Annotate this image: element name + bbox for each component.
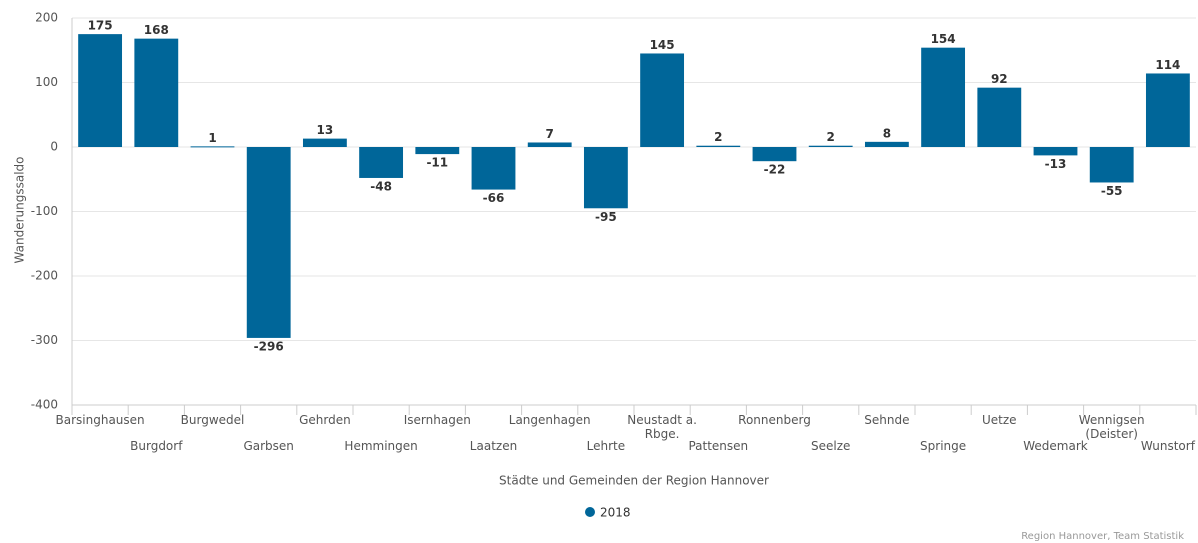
bar bbox=[1145, 73, 1190, 147]
x-tick-label: Barsinghausen bbox=[55, 413, 145, 427]
data-label: 92 bbox=[991, 72, 1008, 86]
x-tick-label: Burgdorf bbox=[130, 439, 183, 453]
bar bbox=[752, 147, 797, 162]
bar bbox=[977, 87, 1022, 147]
y-tick-label: -300 bbox=[31, 333, 58, 347]
legend-marker bbox=[585, 507, 595, 517]
y-tick-label: -100 bbox=[31, 204, 58, 218]
data-label: -13 bbox=[1045, 157, 1067, 171]
x-tick-label: Lehrte bbox=[586, 439, 626, 453]
bar bbox=[415, 147, 460, 155]
x-tick-label: Hemmingen bbox=[344, 439, 418, 453]
data-label: 154 bbox=[931, 32, 956, 46]
data-label: 175 bbox=[88, 19, 113, 33]
bar bbox=[864, 141, 909, 147]
data-label: -296 bbox=[254, 339, 284, 353]
bar bbox=[1033, 147, 1078, 156]
x-tick-label: Garbsen bbox=[243, 439, 294, 453]
bar bbox=[921, 47, 966, 147]
data-label: 8 bbox=[883, 126, 891, 140]
bar bbox=[78, 34, 123, 147]
y-tick-label: 200 bbox=[35, 11, 58, 25]
bar bbox=[359, 147, 404, 178]
x-tick-label: Wennigsen (Deister) bbox=[1078, 413, 1145, 441]
x-tick-label: Wedemark bbox=[1023, 439, 1088, 453]
data-label: 2 bbox=[827, 130, 835, 144]
y-tick-label: 0 bbox=[50, 140, 58, 154]
x-tick-label: Laatzen bbox=[469, 439, 518, 453]
data-label: -66 bbox=[483, 191, 505, 205]
bar bbox=[246, 147, 291, 338]
bar bbox=[808, 145, 853, 147]
data-label: 2 bbox=[714, 130, 722, 144]
x-tick-label: Seelze bbox=[810, 439, 851, 453]
legend-label: 2018 bbox=[600, 506, 631, 520]
bar bbox=[640, 53, 685, 147]
data-label: -22 bbox=[764, 163, 786, 177]
y-tick-label: 100 bbox=[35, 75, 58, 89]
x-tick-label: Uetze bbox=[982, 413, 1017, 427]
y-tick-label: -200 bbox=[31, 269, 58, 283]
x-tick-label: Isernhagen bbox=[403, 413, 471, 427]
x-tick-label: Ronnenberg bbox=[738, 413, 811, 427]
x-tick-label: Neustadt a. Rbge. bbox=[627, 413, 697, 441]
data-label: 13 bbox=[317, 123, 334, 137]
x-tick-label: Langenhagen bbox=[508, 413, 591, 427]
data-label: -95 bbox=[595, 210, 617, 224]
x-tick-label: Pattensen bbox=[688, 439, 749, 453]
x-tick-label: Gehrden bbox=[299, 413, 351, 427]
bar bbox=[583, 147, 628, 209]
bar bbox=[302, 138, 347, 147]
data-label: 168 bbox=[144, 23, 169, 37]
bar bbox=[471, 147, 516, 190]
bar bbox=[190, 146, 235, 148]
bar bbox=[134, 38, 179, 147]
data-label: 7 bbox=[546, 127, 554, 141]
x-tick-label: Springe bbox=[920, 439, 967, 453]
source: Region Hannover, Team Statistik bbox=[1021, 531, 1184, 542]
data-label: 145 bbox=[650, 38, 675, 52]
x-tick-label: Sehnde bbox=[864, 413, 910, 427]
data-label: 114 bbox=[1155, 58, 1180, 72]
data-label: -48 bbox=[370, 179, 392, 193]
bar bbox=[1089, 147, 1134, 183]
x-tick-label: Wunstorf bbox=[1140, 439, 1195, 453]
bar bbox=[527, 142, 572, 147]
y-tick-label: -400 bbox=[31, 398, 58, 412]
bar bbox=[696, 145, 741, 147]
x-tick-label: Burgwedel bbox=[180, 413, 245, 427]
data-label: -11 bbox=[426, 156, 448, 170]
data-label: 1 bbox=[208, 131, 216, 145]
y-axis-title: Wanderungssaldo bbox=[13, 157, 27, 264]
x-axis-title: Städte und Gemeinden der Region Hannover bbox=[499, 474, 769, 488]
data-label: -55 bbox=[1101, 184, 1123, 198]
